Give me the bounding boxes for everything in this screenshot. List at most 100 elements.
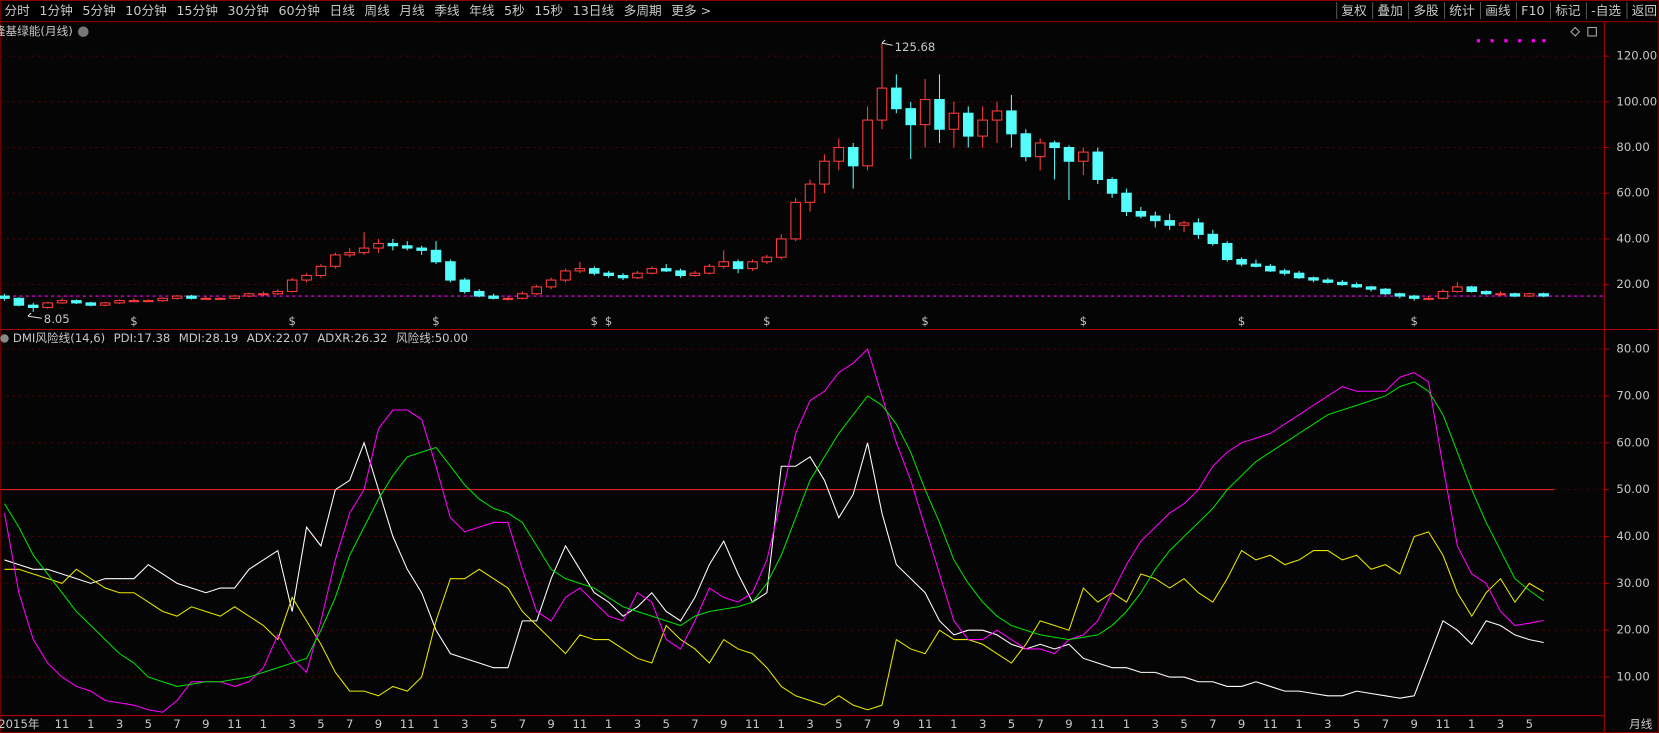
period-tab[interactable]: 月线 bbox=[399, 3, 425, 18]
tool-button[interactable]: 叠加 bbox=[1377, 3, 1402, 18]
candle-body bbox=[1336, 281, 1348, 286]
x-tick-label: 5 bbox=[145, 717, 152, 731]
candle-body bbox=[473, 290, 485, 297]
x-tick-label: 2015年 bbox=[0, 717, 40, 731]
period-tab[interactable]: 30分钟 bbox=[227, 3, 269, 18]
candle-body bbox=[545, 279, 557, 288]
candle-body bbox=[416, 247, 427, 251]
tool-button[interactable]: F10 bbox=[1521, 3, 1544, 18]
x-tick-label: 1 bbox=[87, 717, 94, 731]
candle-body bbox=[143, 300, 154, 303]
period-footer: 月线 bbox=[1629, 717, 1653, 731]
candle-body bbox=[1466, 286, 1478, 293]
tool-button[interactable]: 返回 bbox=[1632, 3, 1657, 18]
legend-name: ADX bbox=[247, 331, 272, 345]
candle-body bbox=[99, 302, 111, 306]
candle-body bbox=[761, 256, 773, 263]
candle-body bbox=[1495, 293, 1506, 296]
candle-body bbox=[948, 112, 960, 130]
candle-body bbox=[1121, 192, 1132, 213]
signal-mark: $ bbox=[605, 314, 612, 328]
period-tab[interactable]: 5秒 bbox=[504, 3, 525, 18]
period-tab[interactable]: 10分钟 bbox=[125, 3, 167, 18]
candle-body bbox=[1279, 270, 1291, 274]
legend-value: 28.19 bbox=[205, 331, 238, 345]
indicator-line bbox=[3, 348, 1544, 713]
tool-button[interactable]: 标记 bbox=[1555, 3, 1581, 18]
tool-button[interactable]: 复权 bbox=[1341, 3, 1367, 18]
period-tab[interactable]: 15秒 bbox=[534, 3, 563, 18]
legend-icon[interactable] bbox=[0, 334, 9, 343]
legend-separator: : bbox=[201, 331, 205, 345]
indicator-line bbox=[4, 381, 1544, 687]
title-icon[interactable] bbox=[78, 26, 89, 38]
period-tab[interactable]: 更多 > bbox=[671, 3, 711, 18]
candle-body bbox=[1408, 295, 1420, 299]
candle-body bbox=[445, 261, 456, 281]
tool-button[interactable]: -自选 bbox=[1591, 3, 1621, 18]
period-tab[interactable]: 1分钟 bbox=[39, 3, 72, 18]
tool-button[interactable]: 统计 bbox=[1449, 3, 1475, 18]
x-tick-label: 7 bbox=[173, 717, 180, 731]
signal-mark: $ bbox=[591, 314, 598, 328]
candle-body bbox=[1351, 284, 1362, 288]
period-tab[interactable]: 日线 bbox=[330, 3, 356, 18]
period-tab[interactable]: 60分钟 bbox=[278, 3, 320, 18]
diamond-icon[interactable] bbox=[1570, 26, 1581, 37]
candle-body bbox=[1293, 272, 1305, 279]
x-tick-label: 11 bbox=[55, 717, 70, 731]
legend-value: 50.00 bbox=[435, 331, 468, 345]
period-tab[interactable]: 5分钟 bbox=[82, 3, 115, 18]
candle-body bbox=[272, 290, 284, 295]
candle-body bbox=[1106, 178, 1118, 194]
tool-button[interactable]: 画线 bbox=[1485, 3, 1511, 18]
candle-body bbox=[560, 270, 571, 281]
x-tick-label: 7 bbox=[519, 717, 526, 731]
period-tab[interactable]: 13日线 bbox=[573, 3, 615, 18]
x-tick-label: 1 bbox=[1123, 717, 1130, 731]
period-tab[interactable]: 年线 bbox=[469, 3, 495, 18]
period-tab[interactable]: 15分钟 bbox=[176, 3, 218, 18]
candle-body bbox=[0, 295, 10, 299]
candle-body bbox=[344, 252, 356, 256]
candle-body bbox=[833, 146, 845, 162]
high-note: 125.68 bbox=[895, 40, 936, 54]
x-tick-label: 11 bbox=[400, 717, 415, 731]
candle-body bbox=[286, 279, 298, 293]
x-tick-label: 3 bbox=[461, 717, 468, 731]
y-tick-label: 20.00 bbox=[1616, 277, 1649, 291]
candle-body bbox=[430, 249, 442, 263]
y-tick-label: 30.00 bbox=[1616, 576, 1649, 590]
x-tick-label: 5 bbox=[662, 717, 669, 731]
candle-body bbox=[991, 110, 1003, 121]
period-tab[interactable]: 多周期 bbox=[624, 3, 662, 18]
candle-body bbox=[660, 268, 672, 272]
x-tick-label: 7 bbox=[1209, 717, 1216, 731]
candle-body bbox=[128, 300, 140, 303]
candle-body bbox=[1193, 222, 1204, 235]
candle-body bbox=[1538, 293, 1549, 297]
candle-body bbox=[962, 112, 974, 137]
window-icon[interactable] bbox=[1587, 26, 1597, 37]
legend-value: 17.38 bbox=[137, 331, 170, 345]
period-tab[interactable]: 季线 bbox=[434, 3, 460, 18]
low-note: 8.05 bbox=[44, 312, 70, 326]
period-tab[interactable]: 周线 bbox=[364, 3, 390, 18]
x-tick-label: 11 bbox=[1263, 717, 1278, 731]
y-tick-label: 40.00 bbox=[1616, 231, 1649, 245]
candle-body bbox=[1480, 290, 1492, 295]
candle-body bbox=[387, 242, 399, 247]
x-tick-label: 5 bbox=[1353, 717, 1360, 731]
candle-body bbox=[1380, 288, 1391, 295]
candle-body bbox=[214, 297, 226, 300]
candle-body bbox=[804, 183, 816, 203]
x-tick-label: 11 bbox=[227, 717, 242, 731]
period-tab[interactable]: 分时 bbox=[4, 3, 30, 18]
x-tick-label: 9 bbox=[1065, 717, 1072, 731]
tool-button[interactable]: 多股 bbox=[1413, 3, 1439, 18]
candle-body bbox=[1322, 279, 1334, 283]
candle-body bbox=[675, 270, 686, 277]
legend-separator: : bbox=[133, 331, 137, 345]
